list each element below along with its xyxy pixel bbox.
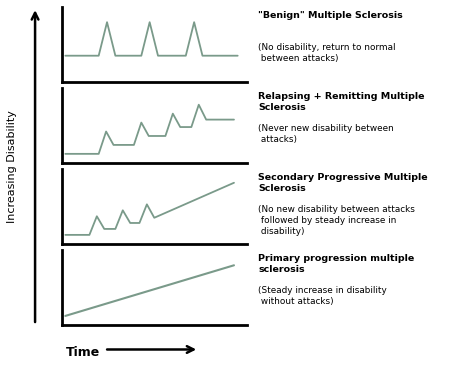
Text: Relapsing + Remitting Multiple
Sclerosis: Relapsing + Remitting Multiple Sclerosis xyxy=(258,92,425,112)
Text: (Never new disability between
 attacks): (Never new disability between attacks) xyxy=(258,124,394,144)
Text: (No disability, return to normal
 between attacks): (No disability, return to normal between… xyxy=(258,43,396,63)
Text: "Benign" Multiple Sclerosis: "Benign" Multiple Sclerosis xyxy=(258,11,403,20)
Text: Secondary Progressive Multiple
Sclerosis: Secondary Progressive Multiple Sclerosis xyxy=(258,173,428,193)
Text: Time: Time xyxy=(66,346,100,359)
Text: (No new disability between attacks
 followed by steady increase in
 disability): (No new disability between attacks follo… xyxy=(258,205,415,236)
Text: (Steady increase in disability
 without attacks): (Steady increase in disability without a… xyxy=(258,286,387,306)
Text: Primary progression multiple
sclerosis: Primary progression multiple sclerosis xyxy=(258,254,414,274)
Text: Increasing Disability: Increasing Disability xyxy=(7,110,17,223)
